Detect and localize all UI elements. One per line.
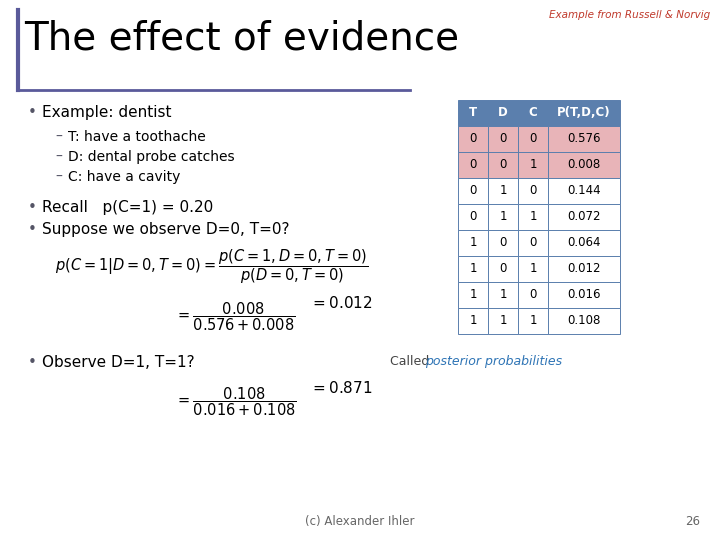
Text: 0.072: 0.072 bbox=[567, 211, 600, 224]
Bar bbox=[458, 230, 488, 256]
Bar bbox=[548, 230, 620, 256]
Bar bbox=[488, 308, 518, 334]
Text: The effect of evidence: The effect of evidence bbox=[24, 20, 459, 58]
Bar bbox=[458, 282, 488, 308]
Text: •: • bbox=[28, 105, 37, 120]
Text: 0.064: 0.064 bbox=[567, 237, 600, 249]
Bar bbox=[458, 178, 488, 204]
Bar bbox=[518, 178, 548, 204]
Bar bbox=[488, 100, 518, 126]
Text: –: – bbox=[55, 130, 62, 144]
Text: C: C bbox=[528, 106, 537, 119]
Text: 1: 1 bbox=[499, 185, 507, 198]
Text: 0: 0 bbox=[499, 132, 507, 145]
Text: D: dental probe catches: D: dental probe catches bbox=[68, 150, 235, 164]
Bar bbox=[518, 126, 548, 152]
Text: Suppose we observe D=0, T=0?: Suppose we observe D=0, T=0? bbox=[42, 222, 289, 237]
Bar bbox=[548, 100, 620, 126]
Text: C: have a cavity: C: have a cavity bbox=[68, 170, 181, 184]
Text: 1: 1 bbox=[529, 211, 536, 224]
Bar bbox=[458, 256, 488, 282]
Bar bbox=[518, 308, 548, 334]
Bar bbox=[458, 204, 488, 230]
Text: •: • bbox=[28, 222, 37, 237]
Text: 0: 0 bbox=[529, 132, 536, 145]
Text: Recall   p(C=1) = 0.20: Recall p(C=1) = 0.20 bbox=[42, 200, 213, 215]
Bar bbox=[488, 126, 518, 152]
Text: $= \dfrac{0.008}{0.576+0.008}$: $= \dfrac{0.008}{0.576+0.008}$ bbox=[175, 300, 295, 333]
Text: $= 0.871$: $= 0.871$ bbox=[310, 380, 372, 396]
Text: 0.016: 0.016 bbox=[567, 288, 600, 301]
Text: 1: 1 bbox=[469, 262, 477, 275]
Text: 0: 0 bbox=[469, 211, 477, 224]
Text: 0: 0 bbox=[469, 185, 477, 198]
Bar bbox=[548, 282, 620, 308]
Text: Called: Called bbox=[390, 355, 433, 368]
Bar bbox=[548, 152, 620, 178]
Bar bbox=[548, 178, 620, 204]
Text: 1: 1 bbox=[529, 262, 536, 275]
Bar bbox=[488, 152, 518, 178]
Text: $= 0.012$: $= 0.012$ bbox=[310, 295, 373, 311]
Text: 0: 0 bbox=[529, 288, 536, 301]
Bar bbox=[548, 126, 620, 152]
Text: 0: 0 bbox=[499, 159, 507, 172]
Text: •: • bbox=[28, 355, 37, 370]
Text: •: • bbox=[28, 200, 37, 215]
Text: 1: 1 bbox=[469, 314, 477, 327]
Text: 1: 1 bbox=[499, 314, 507, 327]
Text: 26: 26 bbox=[685, 515, 700, 528]
Text: 0: 0 bbox=[529, 185, 536, 198]
Bar bbox=[518, 256, 548, 282]
Bar bbox=[488, 204, 518, 230]
Text: 0: 0 bbox=[499, 262, 507, 275]
Text: –: – bbox=[55, 150, 62, 164]
Bar bbox=[518, 100, 548, 126]
Text: T: have a toothache: T: have a toothache bbox=[68, 130, 206, 144]
Bar bbox=[518, 204, 548, 230]
Text: $= \dfrac{0.108}{0.016+0.108}$: $= \dfrac{0.108}{0.016+0.108}$ bbox=[175, 385, 297, 417]
Bar bbox=[518, 230, 548, 256]
Text: 1: 1 bbox=[469, 237, 477, 249]
Text: 1: 1 bbox=[469, 288, 477, 301]
Text: D: D bbox=[498, 106, 508, 119]
Bar bbox=[548, 204, 620, 230]
Text: 0: 0 bbox=[529, 237, 536, 249]
Bar bbox=[518, 152, 548, 178]
Text: (c) Alexander Ihler: (c) Alexander Ihler bbox=[305, 515, 415, 528]
Text: 1: 1 bbox=[499, 288, 507, 301]
Text: 1: 1 bbox=[529, 314, 536, 327]
Bar bbox=[488, 230, 518, 256]
Text: 0.576: 0.576 bbox=[567, 132, 600, 145]
Text: 1: 1 bbox=[499, 211, 507, 224]
Text: Observe D=1, T=1?: Observe D=1, T=1? bbox=[42, 355, 194, 370]
Text: 0.012: 0.012 bbox=[567, 262, 600, 275]
Bar bbox=[458, 152, 488, 178]
Bar bbox=[488, 282, 518, 308]
Text: Example: dentist: Example: dentist bbox=[42, 105, 171, 120]
Bar bbox=[518, 282, 548, 308]
Text: 1: 1 bbox=[529, 159, 536, 172]
Text: 0: 0 bbox=[469, 159, 477, 172]
Text: posterior probabilities: posterior probabilities bbox=[425, 355, 562, 368]
Bar bbox=[488, 178, 518, 204]
Bar bbox=[458, 100, 488, 126]
Text: 0.144: 0.144 bbox=[567, 185, 600, 198]
Bar bbox=[458, 126, 488, 152]
Text: $p(C=1|D=0,T=0) = \dfrac{p(C=1,D=0,T=0)}{p(D=0,T=0)}$: $p(C=1|D=0,T=0) = \dfrac{p(C=1,D=0,T=0)}… bbox=[55, 247, 368, 286]
Text: –: – bbox=[55, 170, 62, 184]
Text: 0.108: 0.108 bbox=[567, 314, 600, 327]
Bar bbox=[548, 308, 620, 334]
Bar bbox=[488, 256, 518, 282]
Text: 0.008: 0.008 bbox=[567, 159, 600, 172]
Text: P(T,D,C): P(T,D,C) bbox=[557, 106, 611, 119]
Text: 0: 0 bbox=[469, 132, 477, 145]
Text: T: T bbox=[469, 106, 477, 119]
Text: 0: 0 bbox=[499, 237, 507, 249]
Bar bbox=[548, 256, 620, 282]
Bar bbox=[458, 308, 488, 334]
Text: Example from Russell & Norvig: Example from Russell & Norvig bbox=[549, 10, 710, 20]
